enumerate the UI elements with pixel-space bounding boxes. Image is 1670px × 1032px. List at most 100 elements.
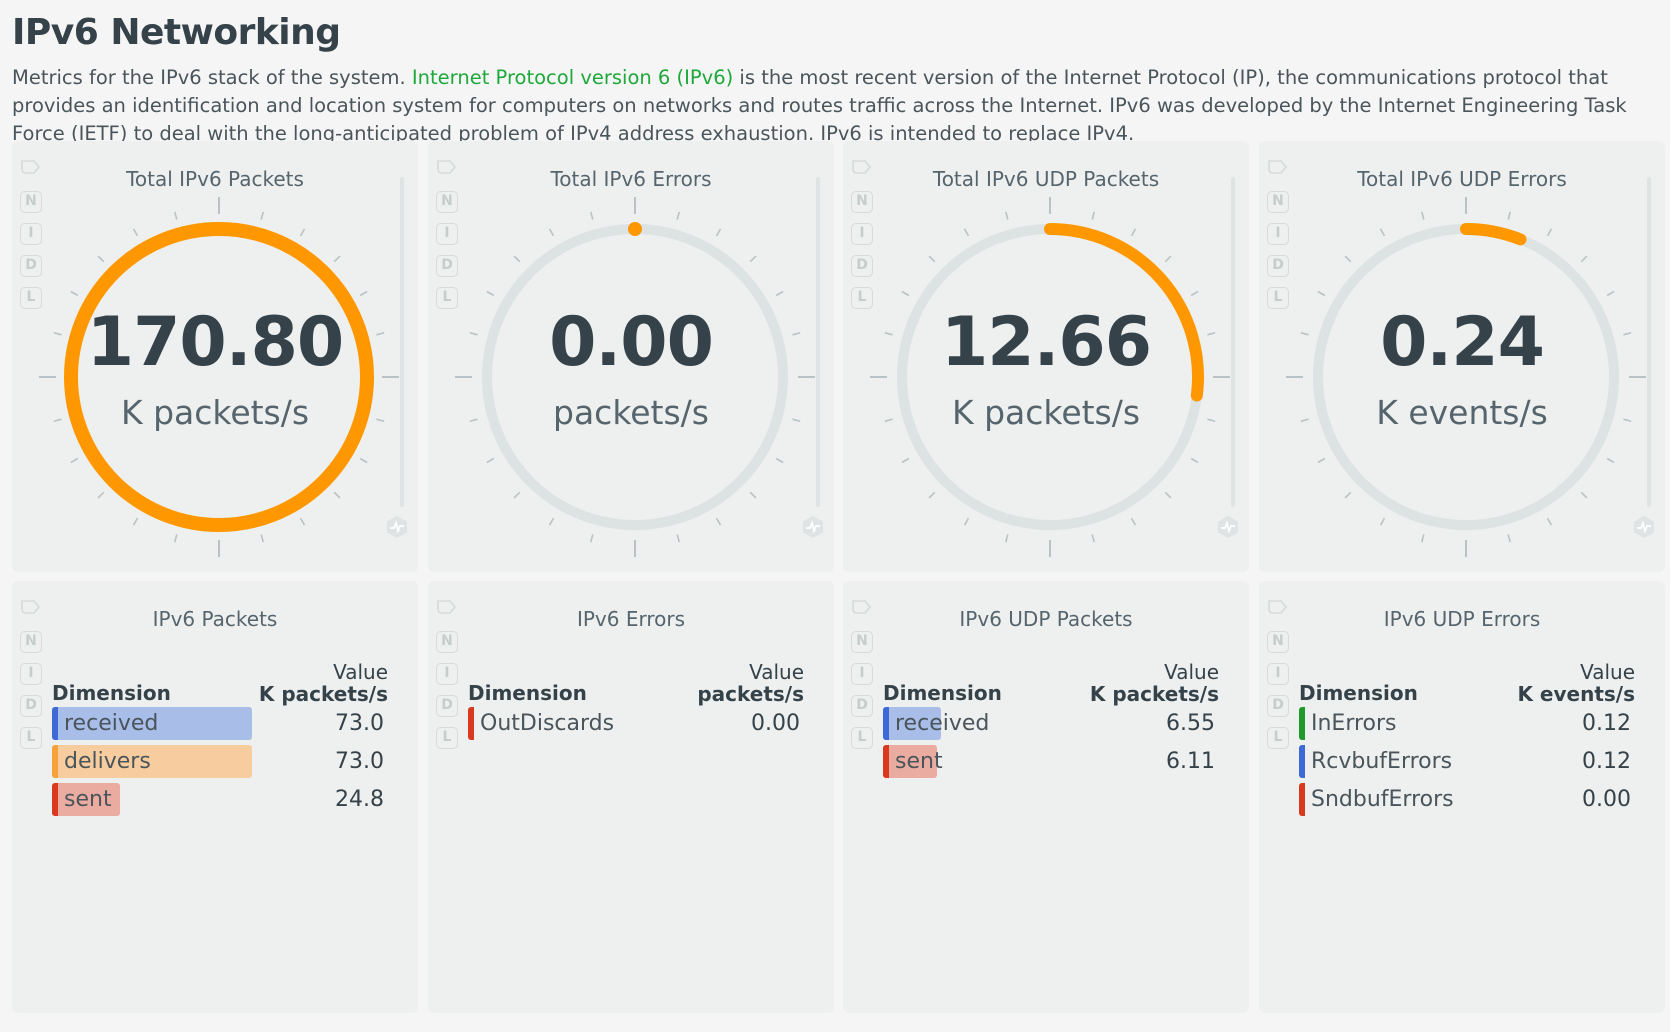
toolbox-button-table-2-1[interactable]: I (851, 663, 873, 685)
toolbox-button-table-1-1[interactable]: I (436, 663, 458, 685)
dimension-header[interactable]: Dimension (883, 681, 1002, 705)
gauge-tick (1190, 290, 1199, 297)
gauge-tick (715, 517, 722, 526)
toolbox-button-gauge-3-0[interactable]: N (1267, 191, 1289, 213)
value-header-unit: K events/s (1517, 682, 1635, 706)
table-panel: N I D L IPv6 UDP Errors Dimension Value K event… (1259, 581, 1665, 1013)
drag-handle-icon[interactable] (436, 599, 458, 615)
dimension-table: Dimension Value packets/s OutDiscards 0.00 (468, 653, 804, 743)
dimension-value: 0.00 (1582, 787, 1631, 812)
gauge-tick (749, 491, 757, 499)
panel-resize-handle[interactable] (400, 177, 404, 507)
table-row[interactable]: received 6.55 (883, 705, 1219, 743)
panel-resize-handle[interactable] (1231, 177, 1235, 507)
toolbox-button-gauge-3-1[interactable]: I (1267, 223, 1289, 245)
dimension-label: delivers (64, 749, 151, 774)
toolbox-button-table-2-2[interactable]: D (851, 695, 873, 717)
toolbox-button-table-3-3[interactable]: L (1267, 727, 1289, 749)
value-header[interactable]: Value K packets/s (1090, 661, 1219, 705)
dimension-color-swatch (883, 745, 889, 778)
toolbox-button-gauge-0-2[interactable]: D (20, 255, 42, 277)
dimension-label: sent (64, 787, 112, 812)
toolbox-button-gauge-3-2[interactable]: D (1267, 255, 1289, 277)
gauge-tick (1546, 517, 1553, 526)
gauge-tick (486, 290, 495, 297)
panel-resize-handle[interactable] (816, 177, 820, 507)
drag-handle-icon[interactable] (20, 159, 42, 175)
table-header: Dimension Value K events/s (1299, 653, 1635, 705)
gauge-tick (963, 228, 970, 237)
toolbox-button-gauge-0-0[interactable]: N (20, 191, 42, 213)
drag-handle-icon[interactable] (20, 599, 42, 615)
gauge-tick (1379, 228, 1386, 237)
toolbox-button-gauge-2-0[interactable]: N (851, 191, 873, 213)
drag-handle-icon[interactable] (851, 159, 873, 175)
gauge-arc (628, 222, 642, 236)
toolbox-button-table-1-2[interactable]: D (436, 695, 458, 717)
pulse-icon[interactable] (1215, 514, 1241, 540)
toolbox-button-gauge-2-3[interactable]: L (851, 287, 873, 309)
dimension-color-swatch (883, 707, 889, 740)
toolbox-button-gauge-1-2[interactable]: D (436, 255, 458, 277)
drag-handle-icon[interactable] (1267, 159, 1289, 175)
value-header[interactable]: Value K packets/s (259, 661, 388, 705)
toolbox-button-gauge-1-0[interactable]: N (436, 191, 458, 213)
toolbox-button-table-1-3[interactable]: L (436, 727, 458, 749)
toolbox-button-gauge-2-2[interactable]: D (851, 255, 873, 277)
value-header-label: Value (1164, 660, 1219, 684)
toolbox-button-gauge-1-1[interactable]: I (436, 223, 458, 245)
toolbox-button-table-1-0[interactable]: N (436, 631, 458, 653)
panel-resize-handle[interactable] (1647, 177, 1651, 507)
toolbox-button-table-0-0[interactable]: N (20, 631, 42, 653)
dimension-value: 0.12 (1582, 711, 1631, 736)
dimension-color-swatch (1299, 707, 1305, 740)
drag-handle-icon[interactable] (436, 159, 458, 175)
toolbox-button-table-0-3[interactable]: L (20, 727, 42, 749)
gauge-value: 0.00 (549, 303, 714, 382)
gauge-tick (173, 534, 178, 543)
table-row[interactable]: OutDiscards 0.00 (468, 705, 804, 743)
toolbox-button-table-3-1[interactable]: I (1267, 663, 1289, 685)
toolbox-button-table-0-2[interactable]: D (20, 695, 42, 717)
dimension-table: Dimension Value K packets/s received 73.0 del… (52, 653, 388, 819)
toolbox-button-table-3-0[interactable]: N (1267, 631, 1289, 653)
table-row[interactable]: RcvbufErrors 0.12 (1299, 743, 1635, 781)
dimension-header[interactable]: Dimension (52, 681, 171, 705)
toolbox-button-gauge-0-3[interactable]: L (20, 287, 42, 309)
toolbox-button-table-2-3[interactable]: L (851, 727, 873, 749)
gauge-tick (1004, 534, 1009, 543)
dimension-table: Dimension Value K packets/s received 6.55 sen… (883, 653, 1219, 781)
dimension-label: InErrors (1311, 711, 1397, 736)
toolbox-button-table-2-0[interactable]: N (851, 631, 873, 653)
dimension-value: 6.11 (1166, 749, 1215, 774)
pulse-icon[interactable] (384, 514, 410, 540)
table-row[interactable]: InErrors 0.12 (1299, 705, 1635, 743)
gauge-tick (333, 491, 341, 499)
toolbox-button-table-0-1[interactable]: I (20, 663, 42, 685)
table-row[interactable]: received 73.0 (52, 705, 388, 743)
value-header[interactable]: Value K events/s (1517, 661, 1635, 705)
gauge-arc (1044, 223, 1204, 402)
drag-handle-icon[interactable] (1267, 599, 1289, 615)
pulse-icon[interactable] (800, 514, 826, 540)
toolbox-button-table-3-2[interactable]: D (1267, 695, 1289, 717)
table-row[interactable]: delivers 73.0 (52, 743, 388, 781)
dimension-header[interactable]: Dimension (1299, 681, 1418, 705)
dimension-header[interactable]: Dimension (468, 681, 587, 705)
toolbox-button-gauge-3-3[interactable]: L (1267, 287, 1289, 309)
table-panel: N I D L IPv6 UDP Packets Dimension Value K pack… (843, 581, 1249, 1013)
table-row[interactable]: SndbufErrors 0.00 (1299, 781, 1635, 819)
value-header[interactable]: Value packets/s (697, 661, 804, 705)
toolbox-button-gauge-0-1[interactable]: I (20, 223, 42, 245)
ipv6-wiki-link[interactable]: Internet Protocol version 6 (IPv6) (411, 66, 734, 89)
gauge-tick (1344, 491, 1352, 499)
gauge-tick (792, 331, 801, 336)
table-row[interactable]: sent 24.8 (52, 781, 388, 819)
pulse-icon[interactable] (1631, 514, 1657, 540)
toolbox-button-gauge-1-3[interactable]: L (436, 287, 458, 309)
dimension-value: 0.12 (1582, 749, 1631, 774)
table-row[interactable]: sent 6.11 (883, 743, 1219, 781)
toolbox-button-gauge-2-1[interactable]: I (851, 223, 873, 245)
drag-handle-icon[interactable] (851, 599, 873, 615)
